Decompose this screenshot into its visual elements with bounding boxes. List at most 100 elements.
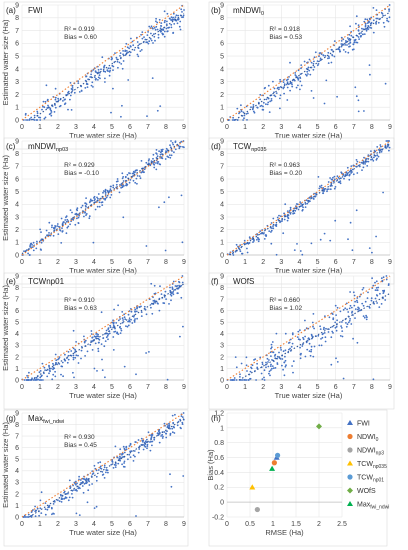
data-point [64, 359, 67, 362]
data-point [283, 83, 286, 86]
data-point [181, 423, 184, 425]
data-point [51, 378, 54, 381]
data-point [73, 489, 75, 491]
data-point [145, 161, 148, 164]
data-point [72, 329, 75, 332]
data-point [291, 365, 293, 367]
data-point [272, 227, 275, 230]
data-point [373, 156, 375, 159]
data-point [299, 201, 302, 204]
x-tick-label: 8 [164, 521, 168, 528]
data-point [140, 49, 143, 51]
data-point [118, 61, 121, 64]
data-point [344, 44, 346, 46]
data-point [236, 119, 239, 121]
data-point [284, 332, 287, 335]
data-point [301, 345, 304, 347]
data-point [247, 379, 250, 381]
panel-label: (h) [211, 414, 221, 423]
legend-label: WOfS [357, 488, 376, 495]
data-point [67, 499, 70, 502]
data-point [381, 279, 384, 282]
panel-label: (e) [6, 277, 16, 286]
data-point [279, 97, 281, 100]
data-point [159, 285, 161, 288]
panel-frame [3, 1, 189, 150]
data-point [385, 278, 388, 281]
data-point [382, 276, 385, 279]
data-point [258, 238, 260, 241]
y-tick-label: 5 [220, 189, 224, 196]
data-point [136, 175, 139, 177]
data-point [159, 105, 162, 107]
data-point [171, 286, 174, 289]
y-tick-label: 7 [15, 164, 19, 171]
data-point [320, 338, 322, 340]
data-point [155, 168, 158, 171]
data-point [174, 141, 177, 144]
data-point [166, 12, 169, 15]
data-point [289, 61, 291, 64]
data-point [77, 222, 80, 224]
data-point [85, 197, 87, 200]
data-point [249, 377, 251, 380]
data-point [374, 297, 377, 300]
data-point [109, 188, 112, 191]
data-point [78, 214, 80, 217]
data-point [170, 26, 173, 29]
data-point [381, 12, 384, 15]
data-point [149, 37, 152, 40]
y-tick-label: 8 [15, 15, 19, 22]
y-tick-label: 1.2 [214, 410, 224, 417]
x-tick-label: 7 [352, 259, 356, 266]
data-point [334, 219, 337, 222]
data-point [267, 84, 270, 87]
data-point [123, 448, 126, 451]
data-point [123, 460, 126, 463]
data-point [27, 379, 29, 381]
data-point [362, 33, 364, 36]
data-point [39, 507, 42, 510]
data-point [105, 329, 108, 332]
data-point [144, 445, 147, 448]
data-point [153, 166, 156, 169]
data-point [182, 146, 184, 148]
data-point [376, 146, 379, 148]
data-point [93, 464, 96, 467]
x-axis-label: True water size (Ha) [275, 131, 343, 140]
legend-entry: NDWI0 [347, 433, 379, 443]
data-point [241, 252, 244, 255]
data-point [287, 83, 290, 86]
data-point [52, 373, 55, 376]
data-point [103, 66, 105, 69]
data-point [331, 313, 334, 315]
x-axis-label: True water size (Ha) [69, 266, 137, 275]
data-point [333, 187, 336, 190]
data-point [352, 48, 355, 51]
data-point [35, 376, 38, 379]
data-point [112, 186, 115, 189]
y-tick-label: 5 [220, 54, 224, 61]
data-point [117, 66, 119, 69]
data-point [378, 306, 381, 308]
data-point [375, 235, 377, 238]
data-point [335, 329, 338, 332]
data-point [375, 280, 378, 283]
data-point [243, 379, 245, 381]
data-point [58, 500, 61, 503]
data-point [69, 487, 72, 490]
data-point [36, 240, 38, 243]
legend-label-subscript: np01 [373, 478, 384, 484]
data-point [59, 229, 62, 232]
data-point [39, 228, 41, 231]
x-tick-label: 5 [316, 124, 320, 131]
data-point [252, 241, 254, 244]
panel-label: (f) [211, 277, 219, 286]
data-point [168, 154, 171, 157]
y-tick-label: 4 [220, 202, 224, 209]
data-point [238, 112, 240, 115]
data-point [134, 310, 136, 313]
data-point [306, 70, 309, 73]
x-tick-label: 4 [92, 521, 96, 528]
data-point [169, 434, 172, 436]
